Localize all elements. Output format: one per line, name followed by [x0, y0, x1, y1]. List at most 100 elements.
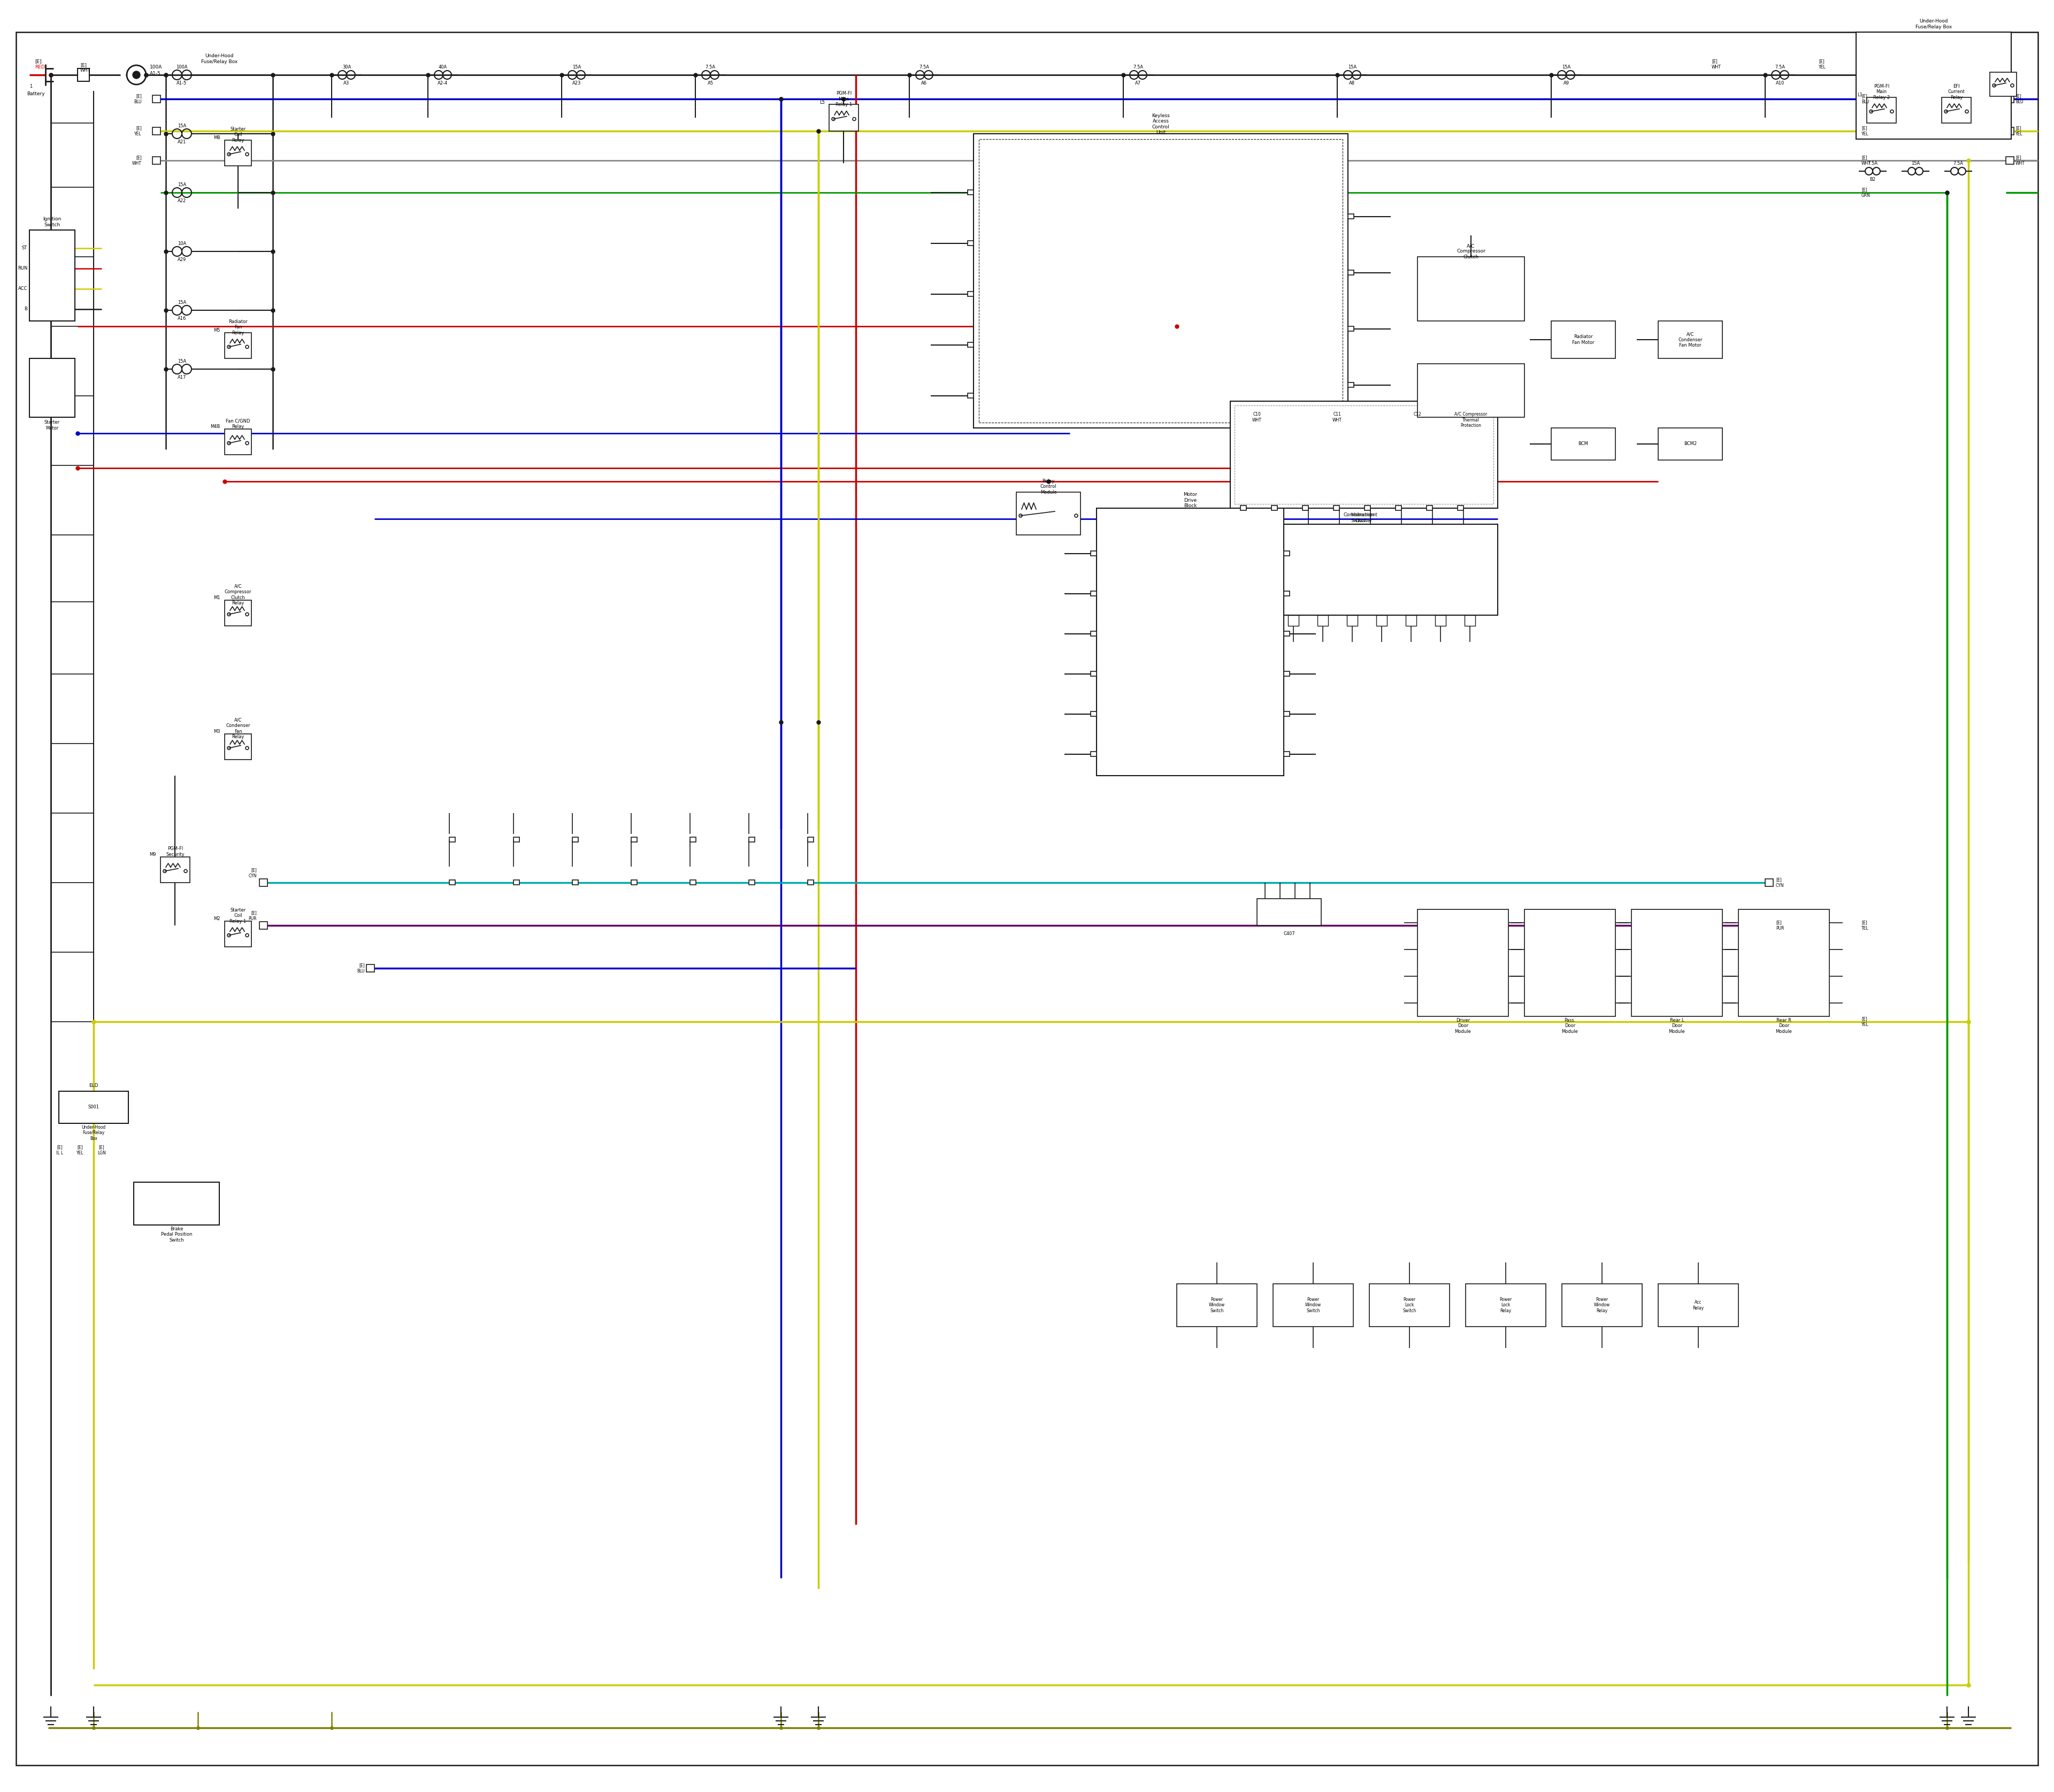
Bar	[259, 878, 267, 887]
Text: [E]
WHT: [E] WHT	[1711, 59, 1721, 70]
Text: [E]
YEL: [E] YEL	[1861, 125, 1869, 136]
Text: [E]
WHT: [E] WHT	[1861, 156, 1871, 165]
Text: 7.5A: 7.5A	[1134, 65, 1144, 70]
Bar	[450, 837, 456, 842]
Bar	[160, 857, 189, 883]
Text: A5: A5	[707, 81, 713, 86]
Bar	[1257, 898, 1321, 925]
Text: M1: M1	[214, 595, 220, 600]
Bar	[807, 880, 813, 885]
Bar	[750, 837, 754, 842]
Text: A1-5: A1-5	[177, 81, 187, 86]
Bar	[1241, 505, 1247, 511]
Bar	[1405, 615, 1417, 625]
Bar	[1259, 615, 1269, 625]
Bar	[1273, 1283, 1354, 1326]
Bar	[29, 229, 74, 321]
Text: A22: A22	[177, 199, 187, 204]
Text: A3: A3	[343, 81, 349, 86]
Bar	[807, 837, 813, 842]
Text: Battery: Battery	[27, 91, 45, 97]
Bar	[224, 428, 251, 455]
Bar	[1347, 271, 1354, 274]
Text: B: B	[25, 306, 27, 312]
Text: Rear L
Door
Module: Rear L Door Module	[1668, 1018, 1684, 1034]
Text: A/C
Compressor
Clutch: A/C Compressor Clutch	[1456, 244, 1485, 260]
Bar	[980, 140, 1343, 423]
Text: BCM2: BCM2	[1684, 441, 1697, 446]
Text: B2: B2	[1869, 177, 1875, 183]
Bar	[1524, 909, 1614, 1016]
Text: A9: A9	[1563, 81, 1569, 86]
Bar	[1271, 505, 1278, 511]
Text: A/C Compressor
Thermal
Protection: A/C Compressor Thermal Protection	[1454, 412, 1487, 428]
Bar	[1364, 505, 1370, 511]
Text: [E]
IL L: [E] IL L	[55, 1145, 64, 1156]
Bar	[1317, 615, 1329, 625]
Bar	[450, 880, 456, 885]
Text: RED: RED	[35, 65, 45, 70]
Bar	[1284, 550, 1290, 556]
Bar	[224, 333, 251, 358]
Text: PGM-FI
Main
Relay 1: PGM-FI Main Relay 1	[836, 91, 852, 108]
Text: [E]
BLU: [E] BLU	[1861, 93, 1869, 104]
Bar	[1395, 505, 1401, 511]
Text: C407: C407	[1284, 932, 1294, 935]
Text: 15A: 15A	[177, 358, 187, 364]
Text: C11
WHT: C11 WHT	[1333, 412, 1341, 423]
Text: A23: A23	[573, 81, 581, 86]
Text: PGM-FI
Main
Relay 2: PGM-FI Main Relay 2	[1873, 84, 1890, 100]
Bar	[1284, 751, 1290, 756]
Text: M2: M2	[214, 916, 220, 921]
Text: M3: M3	[214, 729, 220, 735]
Bar	[967, 392, 974, 398]
Bar	[78, 68, 88, 81]
Bar	[1764, 878, 1773, 887]
Bar	[152, 95, 160, 102]
Text: Keyless
Access
Control
Unit: Keyless Access Control Unit	[1152, 113, 1171, 134]
Bar	[573, 880, 579, 885]
Bar	[1091, 591, 1097, 597]
Text: S001: S001	[88, 1106, 99, 1109]
Bar	[830, 104, 859, 131]
Text: Power
Window
Relay: Power Window Relay	[1594, 1297, 1610, 1314]
Bar	[224, 735, 251, 760]
Bar	[631, 837, 637, 842]
Bar	[1091, 631, 1097, 636]
Text: Pass.
Door
Module: Pass. Door Module	[1561, 1018, 1577, 1034]
Text: A21: A21	[177, 140, 187, 145]
Bar	[1458, 505, 1462, 511]
Bar	[1428, 505, 1432, 511]
Bar	[2007, 127, 2013, 134]
Text: Brake
Pedal Position
Switch: Brake Pedal Position Switch	[160, 1228, 193, 1242]
Bar	[224, 140, 251, 167]
Text: [E]
GRN: [E] GRN	[1861, 188, 1871, 197]
Text: 7.5A: 7.5A	[1775, 65, 1785, 70]
Bar	[1347, 615, 1358, 625]
Bar	[967, 190, 974, 195]
Text: Driver
Door
Module: Driver Door Module	[1454, 1018, 1471, 1034]
Bar	[1302, 505, 1308, 511]
Bar	[1347, 213, 1354, 219]
Bar	[1465, 615, 1475, 625]
Bar	[1417, 256, 1524, 321]
Text: [E]: [E]	[35, 59, 41, 65]
Text: Under-Hood
Fuse/Relay Box: Under-Hood Fuse/Relay Box	[1916, 20, 1951, 29]
Text: A17: A17	[177, 375, 187, 380]
Text: Power
Lock
Relay: Power Lock Relay	[1499, 1297, 1512, 1314]
Text: [E]
BLU: [E] BLU	[134, 93, 142, 104]
Text: RUN: RUN	[16, 267, 27, 271]
Bar	[1658, 321, 1723, 358]
Text: 30A: 30A	[343, 65, 351, 70]
Bar	[1017, 493, 1080, 536]
Text: A10: A10	[1777, 81, 1785, 86]
Text: [E]
YEL: [E] YEL	[134, 125, 142, 136]
Text: 15A: 15A	[1561, 65, 1571, 70]
Text: A8: A8	[1349, 81, 1356, 86]
Text: 10A: 10A	[177, 242, 187, 246]
Text: EFI
Current
Relay: EFI Current Relay	[1947, 84, 1966, 100]
Bar	[1417, 909, 1508, 1016]
Text: A/C
Condenser
Fan
Relay: A/C Condenser Fan Relay	[226, 719, 251, 740]
Bar	[1551, 321, 1614, 358]
Bar	[967, 240, 974, 246]
